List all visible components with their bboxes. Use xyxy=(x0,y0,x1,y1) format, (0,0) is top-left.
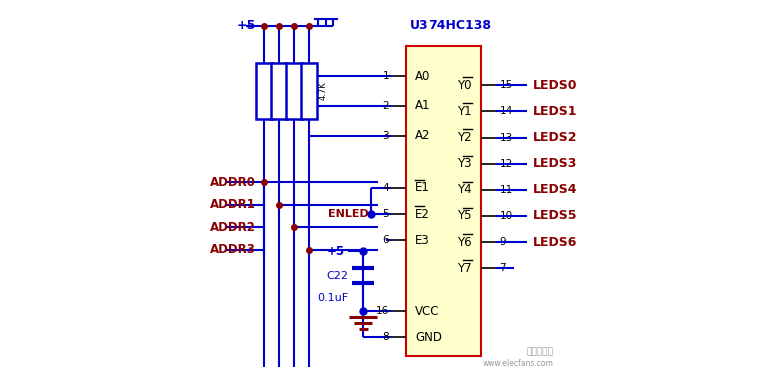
Text: Y3: Y3 xyxy=(457,157,471,170)
Text: Y2: Y2 xyxy=(456,131,471,144)
Text: 4: 4 xyxy=(382,183,389,193)
Text: 9: 9 xyxy=(500,237,506,247)
Text: A0: A0 xyxy=(416,70,431,83)
Bar xyxy=(256,63,272,119)
Text: 8: 8 xyxy=(382,332,389,342)
Text: 7: 7 xyxy=(500,263,506,273)
Text: R28: R28 xyxy=(274,83,284,99)
Text: R30: R30 xyxy=(305,83,314,99)
Text: R29: R29 xyxy=(290,83,298,99)
Text: 4.7K: 4.7K xyxy=(318,82,328,100)
Text: 5: 5 xyxy=(382,209,389,219)
Text: 0.1uF: 0.1uF xyxy=(317,293,348,303)
Text: Y6: Y6 xyxy=(456,236,471,249)
Text: 14: 14 xyxy=(500,106,513,117)
Text: ADDR2: ADDR2 xyxy=(210,221,256,234)
Text: GND: GND xyxy=(416,331,443,344)
Text: 4.7K: 4.7K xyxy=(304,82,313,100)
Text: ADDR3: ADDR3 xyxy=(210,243,256,256)
Text: 13: 13 xyxy=(500,133,513,143)
Text: LEDS1: LEDS1 xyxy=(533,105,577,118)
Text: LEDS5: LEDS5 xyxy=(533,209,577,223)
Text: 4.7K: 4.7K xyxy=(274,82,283,100)
Text: Y7: Y7 xyxy=(456,262,471,275)
Text: 2: 2 xyxy=(382,101,389,111)
Text: 10: 10 xyxy=(500,211,513,221)
Text: Y1: Y1 xyxy=(456,105,471,118)
Text: 3: 3 xyxy=(382,131,389,141)
Text: Y0: Y0 xyxy=(457,79,471,92)
Text: www.elecfans.com: www.elecfans.com xyxy=(483,359,554,368)
Text: ENLED: ENLED xyxy=(328,209,369,219)
Text: LEDS0: LEDS0 xyxy=(533,79,577,92)
Text: E2: E2 xyxy=(416,208,430,221)
Text: E3: E3 xyxy=(416,234,430,247)
Bar xyxy=(301,63,317,119)
Text: LEDS4: LEDS4 xyxy=(533,183,577,196)
Bar xyxy=(271,63,288,119)
Text: 11: 11 xyxy=(500,185,513,195)
Text: VCC: VCC xyxy=(416,305,440,318)
Text: +5: +5 xyxy=(326,245,345,258)
Bar xyxy=(286,63,302,119)
Text: LEDS2: LEDS2 xyxy=(533,131,577,144)
Text: +5: +5 xyxy=(236,19,255,32)
Text: R27: R27 xyxy=(260,83,269,99)
Text: 16: 16 xyxy=(376,306,389,316)
Text: U3: U3 xyxy=(409,19,429,32)
Text: 74HC138: 74HC138 xyxy=(429,19,491,32)
Text: A2: A2 xyxy=(416,129,431,142)
Text: 电子发烧友: 电子发烧友 xyxy=(527,348,554,357)
Text: 12: 12 xyxy=(500,159,513,169)
Text: 1: 1 xyxy=(382,71,389,81)
Text: ADDR1: ADDR1 xyxy=(210,198,256,211)
Text: A1: A1 xyxy=(416,99,431,112)
Text: ADDR0: ADDR0 xyxy=(210,176,256,189)
Text: 15: 15 xyxy=(500,80,513,90)
Text: LEDS3: LEDS3 xyxy=(533,157,577,170)
Text: 6: 6 xyxy=(382,235,389,245)
Bar xyxy=(406,46,480,356)
Text: C22: C22 xyxy=(326,271,348,281)
Text: Y5: Y5 xyxy=(457,209,471,223)
Text: E1: E1 xyxy=(416,182,430,194)
Text: LEDS6: LEDS6 xyxy=(533,236,577,249)
Text: Y4: Y4 xyxy=(456,183,471,196)
Text: 4.7K: 4.7K xyxy=(289,82,298,100)
